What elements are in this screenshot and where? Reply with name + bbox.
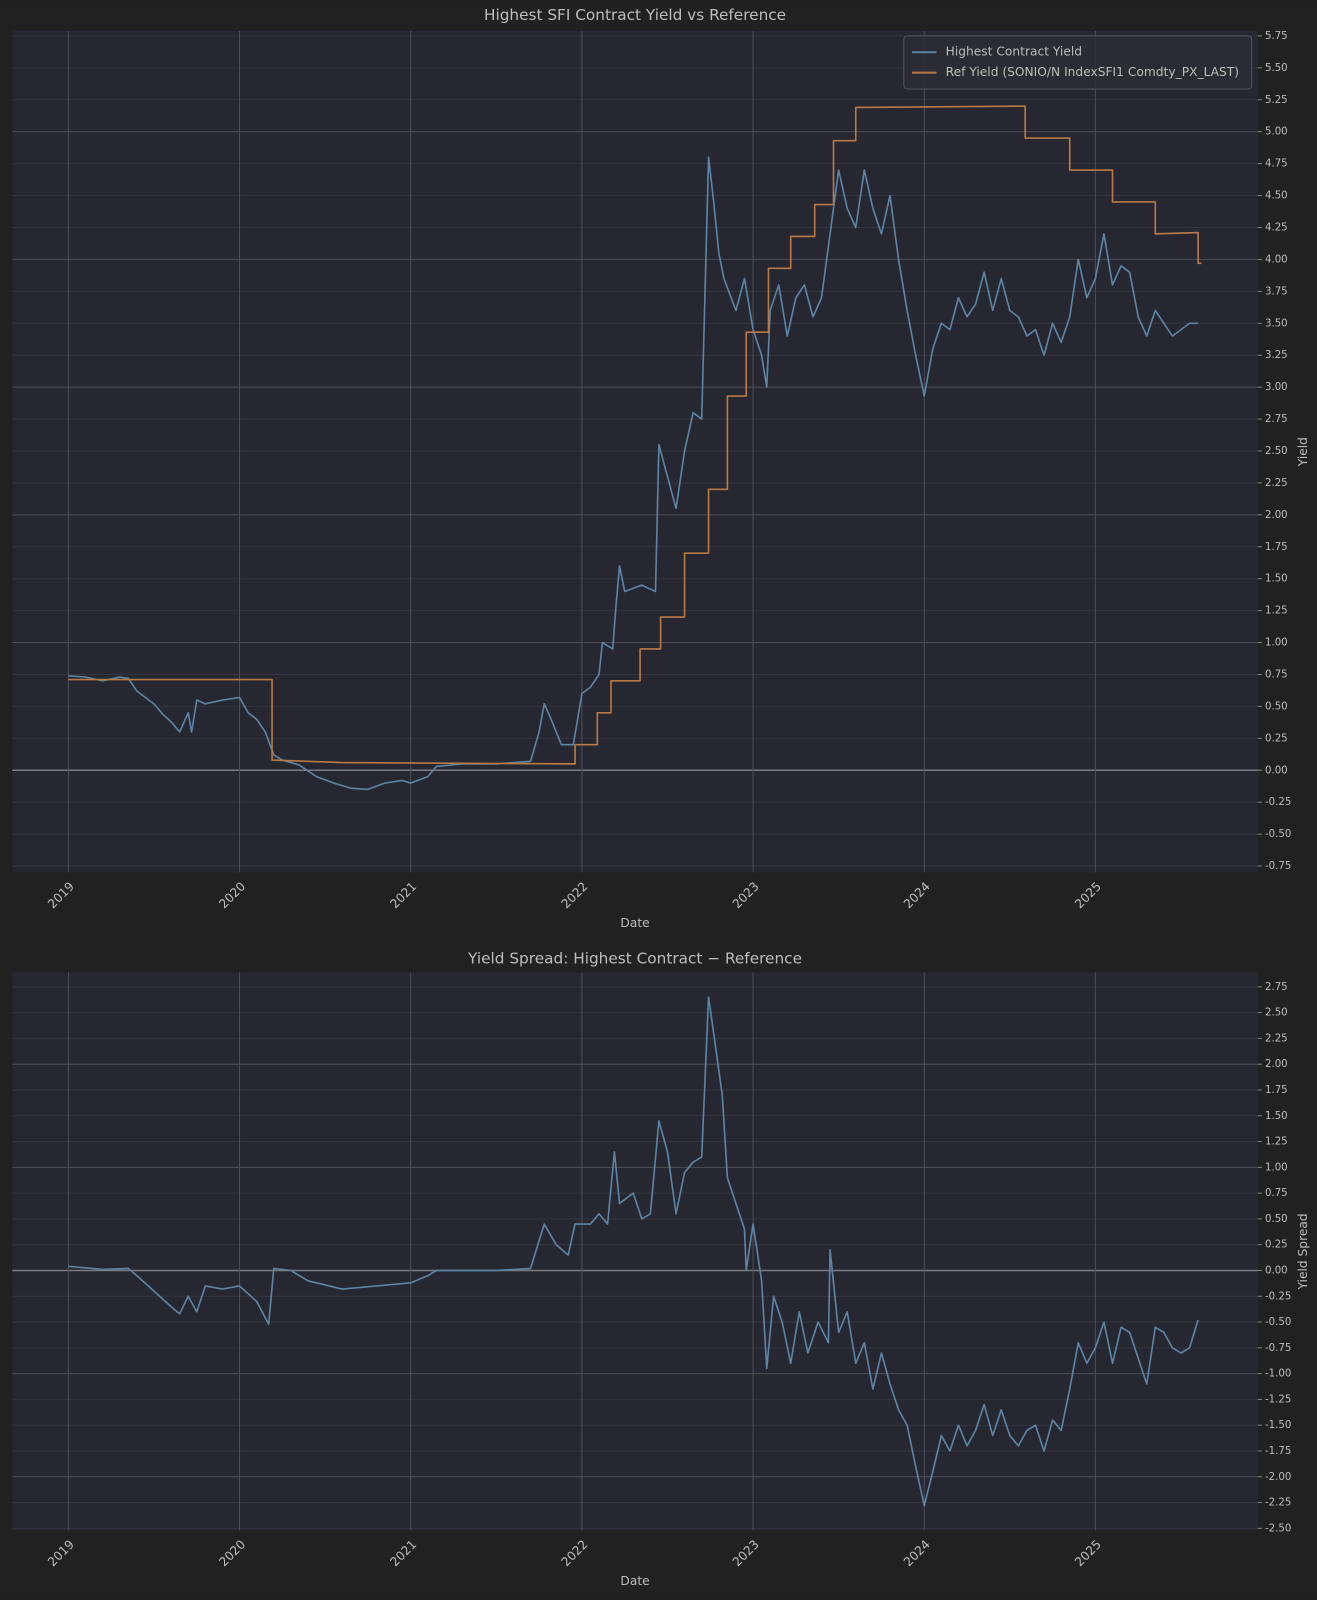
y-tick-label: 3.25 <box>1265 350 1288 361</box>
x-axis-label: Date <box>620 1574 649 1588</box>
y-tick-label: 0.25 <box>1265 1240 1288 1251</box>
y-tick-label: 1.25 <box>1265 1137 1288 1148</box>
data-line <box>68 996 1199 1507</box>
y-tick-label: -0.50 <box>1265 829 1291 840</box>
y-tick-label: -0.75 <box>1265 1343 1291 1354</box>
y-tick-label: 3.00 <box>1265 382 1288 393</box>
legend-box <box>903 35 1253 90</box>
y-tick-label: 1.50 <box>1265 574 1288 585</box>
y-tick-label: 5.00 <box>1265 127 1288 138</box>
y-tick-label: 0.00 <box>1265 1265 1288 1276</box>
plot-area <box>12 30 1258 873</box>
y-tick-label: 2.75 <box>1265 982 1288 993</box>
y-tick-label: 0.00 <box>1265 765 1288 776</box>
data-line <box>68 156 1199 791</box>
x-axis-label: Date <box>620 916 649 930</box>
y-tick-label: -2.00 <box>1265 1472 1291 1483</box>
y-tick-label: 4.50 <box>1265 191 1288 202</box>
y-tick-label: 0.50 <box>1265 1214 1288 1225</box>
y-tick-label: -1.25 <box>1265 1394 1291 1405</box>
legend-label: Highest Contract Yield <box>946 45 1082 59</box>
y-tick-label: 2.50 <box>1265 1008 1288 1019</box>
y-tick-label: 4.25 <box>1265 222 1288 233</box>
y-tick-label: 0.75 <box>1265 1188 1288 1199</box>
y-tick-label: -0.25 <box>1265 1291 1291 1302</box>
y-tick-label: -1.50 <box>1265 1420 1291 1431</box>
y-tick-label: 1.00 <box>1265 638 1288 649</box>
y-tick-label: 5.25 <box>1265 95 1288 106</box>
y-tick-label: 1.25 <box>1265 606 1288 617</box>
y-tick-label: 2.00 <box>1265 1059 1288 1070</box>
y-tick-label: 0.25 <box>1265 733 1288 744</box>
data-line <box>68 105 1202 765</box>
y-tick-label: 5.75 <box>1265 31 1288 42</box>
y-tick-label: -0.50 <box>1265 1317 1291 1328</box>
y-tick-label: 2.25 <box>1265 478 1288 489</box>
y-tick-label: -2.25 <box>1265 1498 1291 1509</box>
y-tick-label: 1.75 <box>1265 1085 1288 1096</box>
y-tick-label: 0.75 <box>1265 669 1288 680</box>
y-tick-label: 2.50 <box>1265 446 1288 457</box>
y-tick-label: 5.50 <box>1265 63 1288 74</box>
y-tick-label: 4.75 <box>1265 159 1288 170</box>
y-tick-label: 2.25 <box>1265 1033 1288 1044</box>
chart-title: Yield Spread: Highest Contract − Referen… <box>467 950 802 968</box>
y-tick-label: 2.75 <box>1265 414 1288 425</box>
y-tick-label: 1.00 <box>1265 1162 1288 1173</box>
y-tick-label: -2.50 <box>1265 1523 1291 1534</box>
y-tick-label: 3.50 <box>1265 318 1288 329</box>
chart-title: Highest SFI Contract Yield vs Reference <box>484 6 786 24</box>
y-tick-label: 3.75 <box>1265 286 1288 297</box>
y-tick-label: -1.00 <box>1265 1369 1291 1380</box>
legend-label: Ref Yield (SONIO/N IndexSFI1 Comdty_PX_L… <box>946 65 1239 79</box>
y-tick-label: 1.50 <box>1265 1111 1288 1122</box>
y-tick-label: -0.75 <box>1265 861 1291 872</box>
y-tick-label: 4.00 <box>1265 254 1288 265</box>
y-tick-label: -1.75 <box>1265 1446 1291 1457</box>
y-axis-label: Yield <box>1296 437 1310 467</box>
y-tick-label: 2.00 <box>1265 510 1288 521</box>
plot-area <box>12 972 1258 1531</box>
y-tick-label: 1.75 <box>1265 542 1288 553</box>
y-tick-label: -0.25 <box>1265 797 1291 808</box>
y-tick-label: 0.50 <box>1265 701 1288 712</box>
y-axis-label: Yield Spread <box>1296 1213 1310 1290</box>
